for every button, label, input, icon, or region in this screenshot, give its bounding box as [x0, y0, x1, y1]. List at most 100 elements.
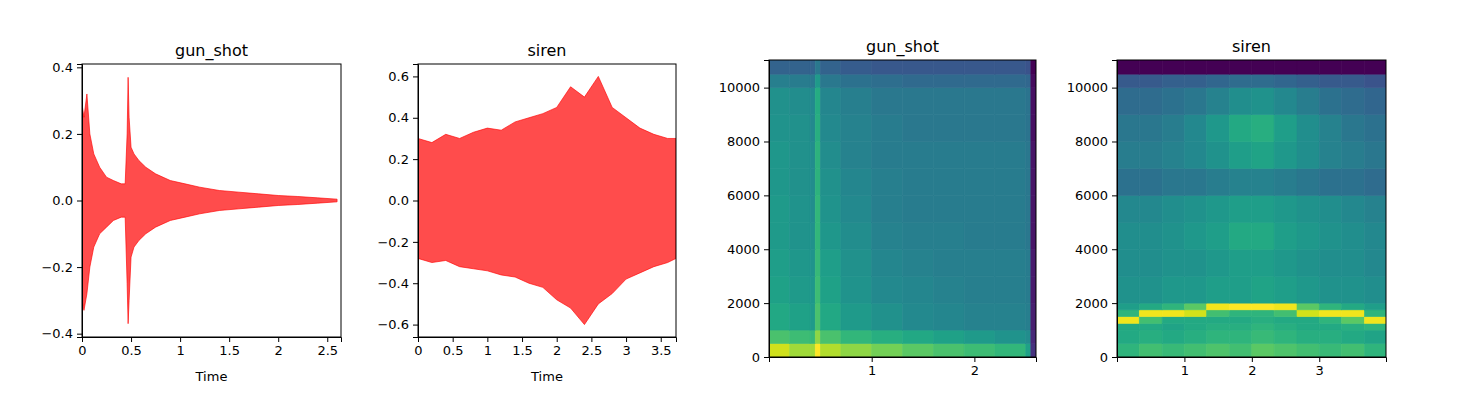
spectrogram-cell	[1230, 141, 1252, 168]
spectrogram-cell	[995, 330, 1026, 343]
spectrogram-cell	[820, 115, 841, 142]
spectrogram-cell	[1252, 88, 1274, 115]
spectrogram-cell	[1274, 222, 1297, 249]
spectrogram-cell	[841, 222, 872, 249]
tick: 0	[1100, 350, 1117, 365]
tick: 6000	[727, 188, 769, 203]
spectrogram-cell	[1319, 344, 1341, 357]
tick-label: 0.5	[121, 343, 142, 358]
tick: −0.4	[377, 276, 418, 291]
spectrogram-cell	[1297, 168, 1319, 195]
spectrogram-cell	[1274, 168, 1297, 195]
spectrogram-cell	[933, 60, 964, 74]
tick-mark	[1184, 357, 1185, 362]
spectrogram-cell	[1207, 344, 1230, 357]
spectrogram-cell	[1274, 141, 1297, 168]
spectrogram-cell	[769, 74, 790, 87]
spectrogram-cell	[1162, 195, 1184, 222]
tick-label: 1.5	[219, 343, 240, 358]
spectrogram-cell	[1139, 74, 1162, 87]
spectrogram-cell	[903, 74, 934, 87]
tick-mark	[453, 337, 454, 342]
spectrogram-cell	[810, 195, 815, 222]
tick-mark	[1112, 303, 1117, 304]
tick-mark	[764, 195, 769, 196]
spectrogram-cell	[815, 303, 820, 330]
spectrogram-cell	[769, 344, 790, 357]
spectrogram-cell	[810, 344, 815, 357]
tick: 8000	[727, 134, 769, 149]
spectrogram-cell	[1207, 222, 1230, 249]
spectrogram-cell	[933, 141, 964, 168]
tick-label: 0.0	[388, 193, 409, 208]
tick-label: −0.4	[41, 326, 73, 341]
spectrogram-cell	[1252, 323, 1274, 330]
panel: 120200040006000800010000gun_shot	[719, 37, 1037, 378]
spectrogram-cell	[964, 74, 995, 87]
spectrogram-cell	[790, 74, 811, 87]
spectrogram-cell	[1297, 276, 1319, 303]
spectrogram-cell	[820, 168, 841, 195]
spectrogram-cell	[1117, 222, 1139, 249]
spectrogram-cell	[1342, 249, 1365, 276]
spectrogram-cell	[1230, 60, 1252, 74]
spectrogram-cell	[1207, 276, 1230, 303]
spectrogram-cell	[1139, 115, 1162, 142]
spectrogram-cell	[1230, 195, 1252, 222]
spectrogram-cell	[1274, 115, 1297, 142]
spectrogram-cell	[820, 344, 841, 357]
tick: 2	[553, 337, 561, 358]
spectrogram-cell	[1139, 344, 1162, 357]
spectrogram-cell	[1230, 310, 1252, 317]
tick-label: 1	[1181, 363, 1189, 378]
tick-mark	[278, 337, 279, 342]
spectrogram-cell	[1026, 276, 1031, 303]
spectrogram-cell	[1252, 303, 1274, 310]
spectrogram-cell	[1319, 276, 1341, 303]
spectrogram-cell	[1207, 303, 1230, 310]
tick-mark	[413, 283, 418, 284]
spectrogram-cell	[1207, 195, 1230, 222]
tick-mark	[413, 242, 418, 243]
spectrogram-cell	[1230, 323, 1252, 330]
tick-mark	[764, 357, 769, 358]
spectrogram-cell	[1297, 88, 1319, 115]
spectrogram-cell	[1364, 60, 1386, 74]
spectrogram-cell	[1207, 168, 1230, 195]
spectrogram-cell	[1252, 310, 1274, 317]
tick-label: 0.2	[388, 152, 409, 167]
spectrogram-cell	[933, 222, 964, 249]
spectrogram-cell	[1274, 330, 1297, 343]
tick-mark	[413, 118, 418, 119]
spectrogram-cell	[1117, 317, 1139, 324]
spectrogram-cell	[1184, 195, 1206, 222]
tick: 10000	[1067, 80, 1117, 95]
spectrogram-cell	[1184, 276, 1206, 303]
spectrogram-cell	[769, 88, 790, 115]
spectrogram-cell	[815, 276, 820, 303]
spectrogram-cell	[815, 141, 820, 168]
spectrogram-cell	[769, 276, 790, 303]
spectrogram-cell	[790, 115, 811, 142]
spectrogram-cell	[1364, 303, 1386, 310]
spectrogram-cell	[1297, 60, 1319, 74]
spectrogram-cell	[1031, 276, 1036, 303]
tick-label: 4000	[727, 242, 760, 257]
spectrogram-cell	[1207, 74, 1230, 87]
spectrogram-cell	[1117, 141, 1139, 168]
figure: 00.511.522.5−0.4−0.20.00.20.4gun_shotTim…	[0, 0, 1459, 398]
spectrogram-cell	[964, 88, 995, 115]
spectrogram-cell	[1117, 115, 1139, 142]
spectrogram-cell	[995, 115, 1026, 142]
spectrogram-cell	[1031, 249, 1036, 276]
spectrogram-cell	[841, 115, 872, 142]
tick: 2000	[727, 296, 769, 311]
tick: 3	[1316, 357, 1324, 378]
spectrogram-cell	[820, 195, 841, 222]
x-axis-line	[419, 338, 677, 343]
spectrogram-cell	[1117, 88, 1139, 115]
spectrogram-cell	[1026, 88, 1031, 115]
tick-label: 0.5	[443, 343, 464, 358]
tick-label: 1	[176, 343, 184, 358]
tick-mark	[626, 337, 627, 342]
